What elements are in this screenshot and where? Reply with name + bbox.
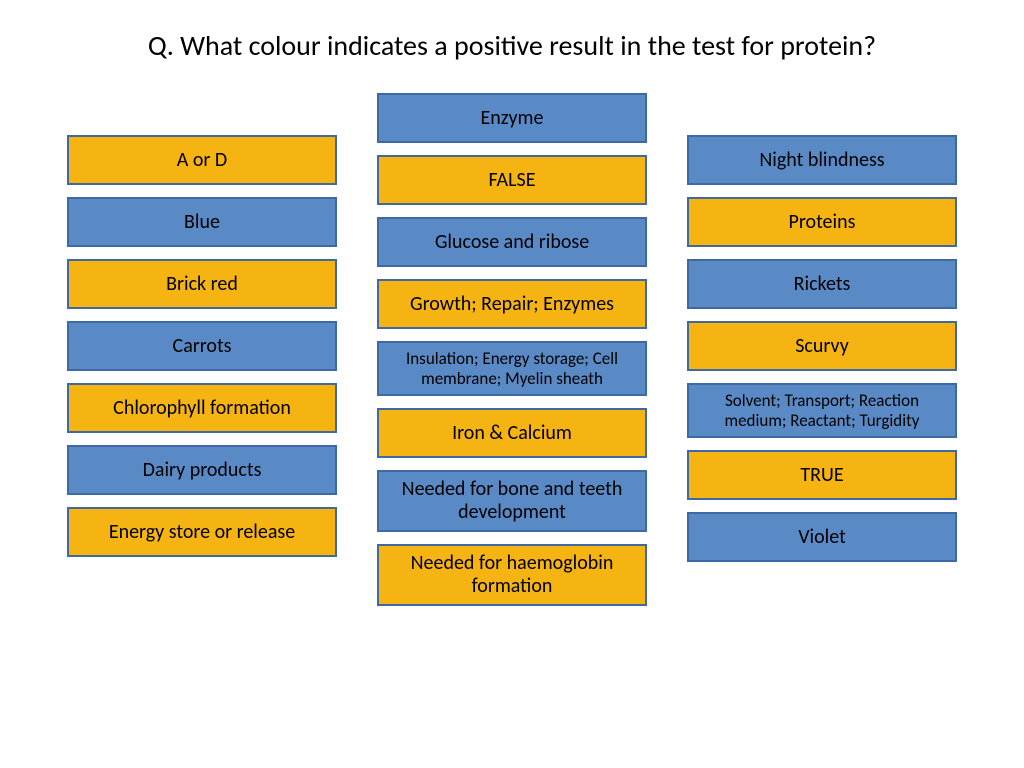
answer-card[interactable]: Carrots	[67, 321, 337, 371]
question-title: Q. What colour indicates a positive resu…	[0, 0, 1024, 73]
answer-card[interactable]: Glucose and ribose	[377, 217, 647, 267]
answer-card[interactable]: FALSE	[377, 155, 647, 205]
answer-card[interactable]: Proteins	[687, 197, 957, 247]
answer-card[interactable]: Rickets	[687, 259, 957, 309]
answer-card[interactable]: Insulation; Energy storage; Cell membran…	[377, 341, 647, 396]
answer-card[interactable]: Night blindness	[687, 135, 957, 185]
answer-card[interactable]: TRUE	[687, 450, 957, 500]
answer-card[interactable]: Chlorophyll formation	[67, 383, 337, 433]
answer-card[interactable]: Brick red	[67, 259, 337, 309]
answer-card[interactable]: A or D	[67, 135, 337, 185]
answer-card[interactable]: Solvent; Transport; Reaction medium; Rea…	[687, 383, 957, 438]
answer-card[interactable]: Needed for haemoglobin formation	[377, 544, 647, 606]
column-3: Night blindness Proteins Rickets Scurvy Solv…	[687, 135, 957, 562]
answer-card[interactable]: Needed for bone and teeth development	[377, 470, 647, 532]
answer-card[interactable]: Iron & Calcium	[377, 408, 647, 458]
answer-card[interactable]: Scurvy	[687, 321, 957, 371]
answer-card[interactable]: Dairy products	[67, 445, 337, 495]
answer-card[interactable]: Violet	[687, 512, 957, 562]
column-2: Enzyme FALSE Glucose and ribose Growth; Rep…	[377, 93, 647, 606]
answer-columns: A or D Blue Brick red Carrots Chlorophyll fo…	[0, 73, 1024, 606]
answer-card[interactable]: Energy store or release	[67, 507, 337, 557]
answer-card[interactable]: Growth; Repair; Enzymes	[377, 279, 647, 329]
answer-card[interactable]: Enzyme	[377, 93, 647, 143]
answer-card[interactable]: Blue	[67, 197, 337, 247]
column-1: A or D Blue Brick red Carrots Chlorophyll fo…	[67, 135, 337, 557]
